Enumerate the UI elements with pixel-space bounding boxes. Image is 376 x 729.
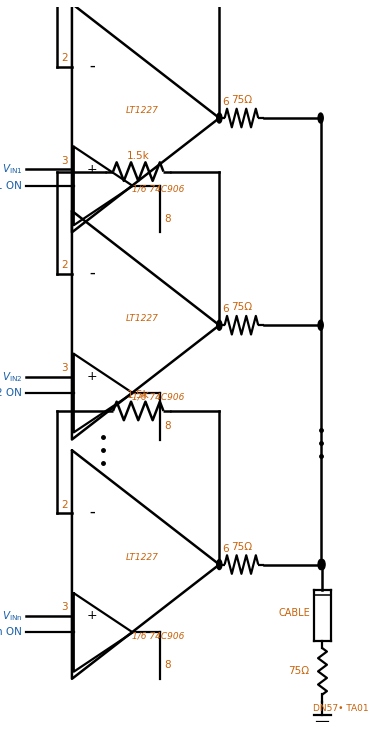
- Text: LT1227: LT1227: [126, 553, 158, 562]
- Text: n ON: n ON: [0, 628, 22, 637]
- Circle shape: [318, 320, 323, 330]
- Text: 1 ON: 1 ON: [0, 181, 22, 191]
- Text: 1.5k: 1.5k: [127, 151, 150, 161]
- Text: 1/6 74C906: 1/6 74C906: [132, 631, 185, 641]
- Text: 8: 8: [164, 421, 171, 431]
- Text: 8: 8: [164, 660, 171, 670]
- Text: CABLE: CABLE: [278, 608, 310, 617]
- Text: 2: 2: [62, 53, 68, 63]
- Text: $V_{\mathregular{INn}}$: $V_{\mathregular{INn}}$: [2, 609, 22, 623]
- Text: $V_{\mathregular{IN1}}$: $V_{\mathregular{IN1}}$: [2, 163, 22, 176]
- Text: LT1227: LT1227: [126, 313, 158, 322]
- Text: LT1227: LT1227: [126, 106, 158, 115]
- Text: 3: 3: [62, 156, 68, 166]
- Text: 2 ON: 2 ON: [0, 388, 22, 398]
- Text: 1/6 74C906: 1/6 74C906: [132, 185, 185, 194]
- Text: +: +: [87, 609, 97, 623]
- Text: 3: 3: [62, 363, 68, 373]
- Text: 8: 8: [164, 214, 171, 224]
- Text: 3: 3: [62, 602, 68, 612]
- Text: +: +: [87, 370, 97, 383]
- Text: 75Ω: 75Ω: [231, 542, 252, 552]
- Text: –: –: [89, 508, 95, 518]
- Circle shape: [320, 560, 325, 569]
- Text: –: –: [89, 61, 95, 71]
- Text: 1/6 74C906: 1/6 74C906: [132, 392, 185, 401]
- Circle shape: [217, 113, 222, 123]
- Text: 2: 2: [62, 260, 68, 270]
- Text: +: +: [87, 163, 97, 176]
- Text: 75Ω: 75Ω: [231, 95, 252, 105]
- Text: 1.5k: 1.5k: [127, 390, 150, 400]
- Circle shape: [217, 560, 222, 569]
- Text: 2: 2: [62, 499, 68, 510]
- Circle shape: [318, 560, 323, 569]
- Text: $V_{\mathregular{IN2}}$: $V_{\mathregular{IN2}}$: [2, 370, 22, 383]
- Text: 6: 6: [222, 544, 229, 554]
- Text: 6: 6: [222, 305, 229, 314]
- Circle shape: [217, 320, 222, 330]
- Circle shape: [318, 113, 323, 123]
- Text: DN57• TA01: DN57• TA01: [313, 704, 368, 713]
- Text: 6: 6: [222, 97, 229, 107]
- Text: 75Ω: 75Ω: [288, 666, 309, 677]
- Text: –: –: [89, 269, 95, 278]
- Text: 75Ω: 75Ω: [231, 303, 252, 312]
